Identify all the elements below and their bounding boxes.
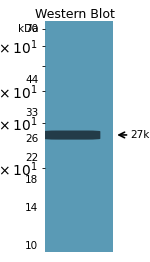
Text: 18: 18 — [25, 175, 38, 185]
Text: 26: 26 — [25, 134, 38, 144]
Text: 33: 33 — [25, 108, 38, 118]
Text: 70: 70 — [25, 24, 38, 34]
FancyBboxPatch shape — [44, 130, 100, 140]
Text: 27kDa: 27kDa — [130, 130, 150, 140]
Text: Western Blot: Western Blot — [35, 8, 115, 21]
Text: 10: 10 — [25, 241, 38, 251]
Text: 14: 14 — [25, 203, 38, 213]
Text: kDa: kDa — [18, 24, 38, 34]
Text: 44: 44 — [25, 75, 38, 85]
Text: 22: 22 — [25, 153, 38, 163]
